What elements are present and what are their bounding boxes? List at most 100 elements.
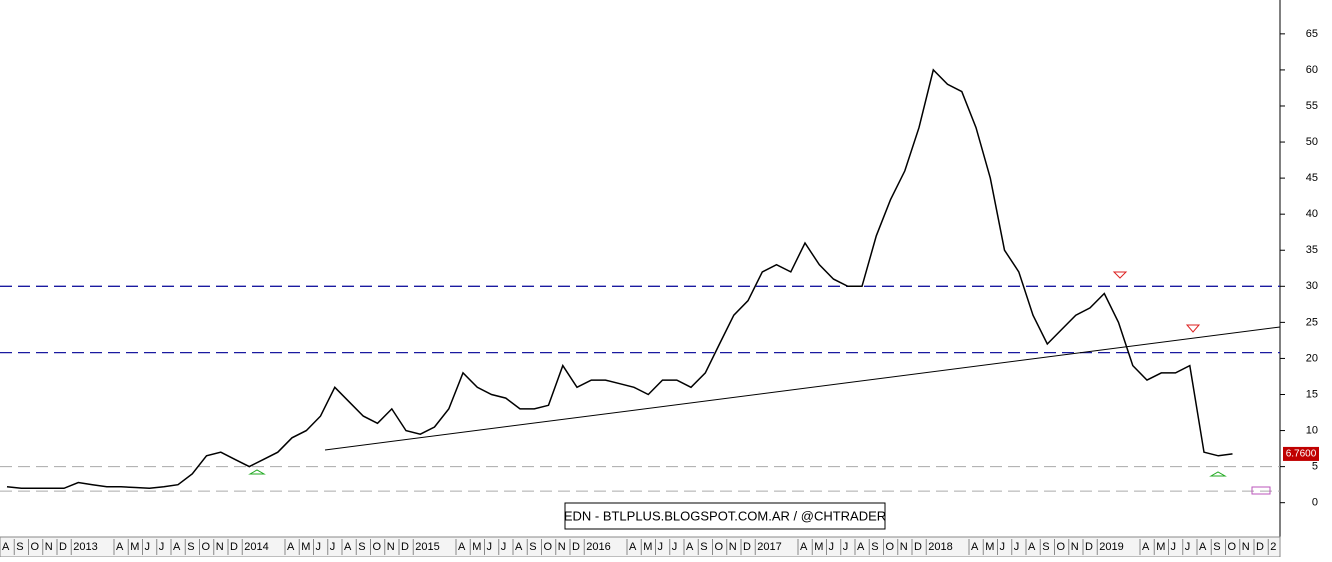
trend-line bbox=[324, 326, 1281, 451]
x-tick-label: D bbox=[1085, 541, 1093, 553]
y-tick-label: 55 bbox=[1306, 100, 1318, 112]
y-tick-label: 35 bbox=[1306, 244, 1318, 256]
x-tick-label: 2015 bbox=[415, 541, 439, 553]
x-tick-label: N bbox=[387, 541, 395, 553]
x-tick-label: M bbox=[643, 541, 652, 553]
x-tick-label: D bbox=[59, 541, 67, 553]
x-tick-label: 2013 bbox=[73, 541, 97, 553]
x-tick-label: J bbox=[1014, 541, 1020, 553]
y-tick-label: 50 bbox=[1306, 136, 1318, 148]
last-price-label: 6.7600 bbox=[1286, 449, 1317, 460]
x-tick-label: J bbox=[487, 541, 493, 553]
x-tick-label: N bbox=[1242, 541, 1250, 553]
x-tick-label: M bbox=[814, 541, 823, 553]
x-tick-label: A bbox=[971, 541, 979, 553]
x-tick-label: N bbox=[1071, 541, 1079, 553]
x-tick-label: O bbox=[373, 541, 382, 553]
x-tick-label: A bbox=[458, 541, 466, 553]
x-tick-label: J bbox=[1171, 541, 1177, 553]
x-tick-label: A bbox=[1028, 541, 1036, 553]
x-tick-label: M bbox=[301, 541, 310, 553]
y-tick-label: 5 bbox=[1312, 461, 1318, 473]
x-tick-label: O bbox=[202, 541, 211, 553]
x-tick-label: D bbox=[743, 541, 751, 553]
x-tick-label: S bbox=[187, 541, 194, 553]
x-tick-label: M bbox=[130, 541, 139, 553]
x-tick-label: A bbox=[287, 541, 295, 553]
x-tick-label: M bbox=[1156, 541, 1165, 553]
x-tick-label: D bbox=[230, 541, 238, 553]
x-tick-label: J bbox=[145, 541, 151, 553]
x-tick-label: N bbox=[45, 541, 53, 553]
x-tick-label: S bbox=[16, 541, 23, 553]
x-tick-label: 2016 bbox=[586, 541, 610, 553]
y-tick-label: 25 bbox=[1306, 316, 1318, 328]
y-tick-label: 10 bbox=[1306, 424, 1318, 436]
y-tick-label: 30 bbox=[1306, 280, 1318, 292]
last-price-box bbox=[1283, 446, 1319, 461]
x-tick-label: J bbox=[1000, 541, 1006, 553]
x-tick-label: N bbox=[558, 541, 566, 553]
y-tick-label: 65 bbox=[1306, 28, 1318, 40]
x-tick-label: O bbox=[886, 541, 895, 553]
x-tick-label: A bbox=[1142, 541, 1150, 553]
x-tick-label: D bbox=[1256, 541, 1264, 553]
x-tick-label: J bbox=[501, 541, 507, 553]
x-tick-label: 2018 bbox=[928, 541, 952, 553]
up-arrow bbox=[248, 469, 266, 475]
x-tick-label: 2019 bbox=[1099, 541, 1123, 553]
x-tick-label: A bbox=[2, 541, 10, 553]
x-tick-label: J bbox=[1185, 541, 1191, 553]
x-tick-label: S bbox=[700, 541, 707, 553]
y-tick-label: 45 bbox=[1306, 172, 1318, 184]
x-tick-label: A bbox=[1199, 541, 1207, 553]
x-tick-label: O bbox=[1228, 541, 1237, 553]
x-tick-label: S bbox=[529, 541, 536, 553]
x-tick-label: O bbox=[31, 541, 40, 553]
y-tick-label: 15 bbox=[1306, 388, 1318, 400]
x-tick-label: O bbox=[544, 541, 553, 553]
x-tick-label: A bbox=[344, 541, 352, 553]
y-tick-label: 40 bbox=[1306, 208, 1318, 220]
x-tick-label: 2 bbox=[1270, 541, 1276, 553]
x-tick-label: S bbox=[358, 541, 365, 553]
x-tick-label: J bbox=[159, 541, 165, 553]
marker-box bbox=[1251, 486, 1271, 495]
x-tick-label: D bbox=[572, 541, 580, 553]
x-tick-label: N bbox=[729, 541, 737, 553]
x-tick-label: A bbox=[686, 541, 694, 553]
x-tick-label: A bbox=[800, 541, 808, 553]
x-tick-label: A bbox=[857, 541, 865, 553]
x-tick-label: 2014 bbox=[244, 541, 268, 553]
x-tick-label: A bbox=[116, 541, 124, 553]
x-tick-label: J bbox=[658, 541, 664, 553]
x-tick-label: O bbox=[715, 541, 724, 553]
price-line bbox=[6, 68, 1233, 490]
x-tick-label: N bbox=[216, 541, 224, 553]
watermark: EDN - BTLPLUS.BLOGSPOT.COM.AR / @CHTRADE… bbox=[564, 508, 886, 523]
down-arrow bbox=[1112, 271, 1128, 279]
x-tick-label: J bbox=[843, 541, 849, 553]
y-tick-label: 0 bbox=[1312, 497, 1318, 509]
y-tick-label: 60 bbox=[1306, 64, 1318, 76]
x-tick-label: D bbox=[914, 541, 922, 553]
x-tick-label: A bbox=[173, 541, 181, 553]
up-arrow bbox=[1209, 471, 1227, 477]
x-tick-label: M bbox=[985, 541, 994, 553]
x-tick-label: J bbox=[829, 541, 835, 553]
x-tick-label: 2017 bbox=[757, 541, 781, 553]
x-tick-label: J bbox=[316, 541, 322, 553]
x-tick-label: D bbox=[401, 541, 409, 553]
x-tick-label: A bbox=[629, 541, 637, 553]
x-tick-label: J bbox=[330, 541, 336, 553]
y-tick-label: 20 bbox=[1306, 352, 1318, 364]
x-tick-label: J bbox=[672, 541, 678, 553]
x-tick-label: S bbox=[1042, 541, 1049, 553]
x-tick-label: S bbox=[1213, 541, 1220, 553]
down-arrow bbox=[1185, 324, 1201, 333]
x-tick-label: M bbox=[472, 541, 481, 553]
watermark-box bbox=[564, 502, 886, 530]
x-tick-label: A bbox=[515, 541, 523, 553]
